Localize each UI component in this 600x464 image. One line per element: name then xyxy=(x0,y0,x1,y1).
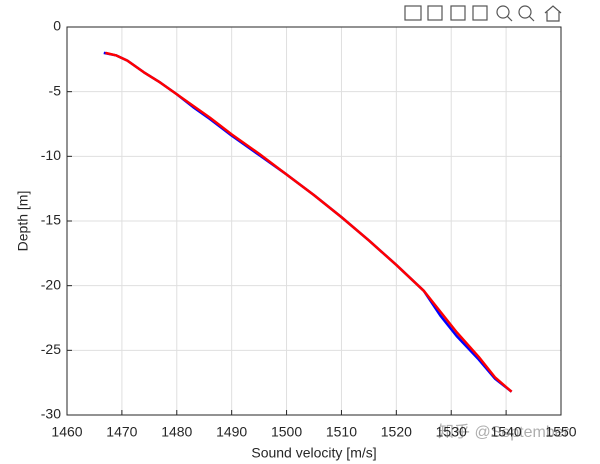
x-tick-label: 1480 xyxy=(161,424,192,440)
x-tick-label: 1540 xyxy=(491,424,522,440)
x-tick-label: 1500 xyxy=(271,424,302,440)
y-tick-label: -20 xyxy=(41,276,61,292)
x-axis-label: Sound velocity [m/s] xyxy=(251,445,376,461)
watermark: 知乎 @September xyxy=(438,423,570,441)
x-tick-label: 1530 xyxy=(436,424,467,440)
y-tick-label: -10 xyxy=(41,147,61,163)
x-tick-label: 1510 xyxy=(326,424,357,440)
axes-box xyxy=(66,26,562,416)
y-tick-label: -30 xyxy=(41,406,61,422)
x-tick-label: 1470 xyxy=(106,424,137,440)
y-tick-label: -15 xyxy=(41,212,61,228)
x-tick-label: 1460 xyxy=(51,424,82,440)
y-tick-label: -25 xyxy=(41,341,61,357)
x-tick-label: 1490 xyxy=(216,424,247,440)
data-line xyxy=(105,51,513,393)
toolbar[interactable] xyxy=(404,5,562,22)
x-tick-label: 1520 xyxy=(381,424,412,440)
y-tick-label: -5 xyxy=(49,82,62,98)
y-axis-label: Depth [m] xyxy=(15,191,31,252)
x-tick-label: 1550 xyxy=(545,424,576,440)
y-tick-label: 0 xyxy=(53,18,61,34)
